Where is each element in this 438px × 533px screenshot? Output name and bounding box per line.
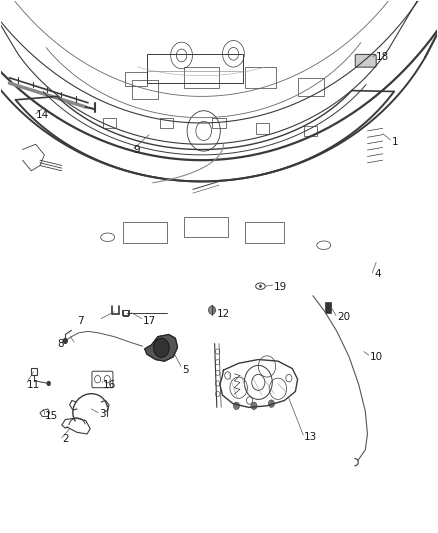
Text: 7: 7 (77, 316, 84, 326)
Circle shape (233, 402, 240, 409)
Text: 5: 5 (182, 365, 188, 375)
Circle shape (153, 338, 169, 358)
Text: 4: 4 (374, 270, 381, 279)
Text: 14: 14 (35, 110, 49, 120)
Text: 8: 8 (57, 338, 64, 349)
Text: 18: 18 (376, 52, 389, 61)
Circle shape (259, 285, 262, 288)
Circle shape (63, 338, 68, 344)
Circle shape (208, 306, 215, 314)
FancyBboxPatch shape (325, 302, 331, 313)
Circle shape (251, 402, 257, 409)
Text: 16: 16 (103, 379, 117, 390)
Text: 15: 15 (44, 411, 58, 422)
Text: 1: 1 (392, 136, 398, 147)
Text: 13: 13 (304, 432, 318, 442)
Text: 9: 9 (134, 144, 141, 155)
Text: 19: 19 (274, 282, 287, 292)
Circle shape (268, 400, 275, 407)
Text: 10: 10 (370, 352, 383, 362)
Polygon shape (145, 335, 177, 361)
Text: 11: 11 (27, 379, 40, 390)
Text: 20: 20 (337, 312, 350, 322)
Text: 2: 2 (62, 434, 68, 445)
Text: 3: 3 (99, 409, 106, 419)
Text: 17: 17 (143, 316, 156, 326)
FancyBboxPatch shape (355, 54, 376, 67)
Circle shape (46, 381, 51, 386)
Text: 12: 12 (217, 309, 230, 319)
